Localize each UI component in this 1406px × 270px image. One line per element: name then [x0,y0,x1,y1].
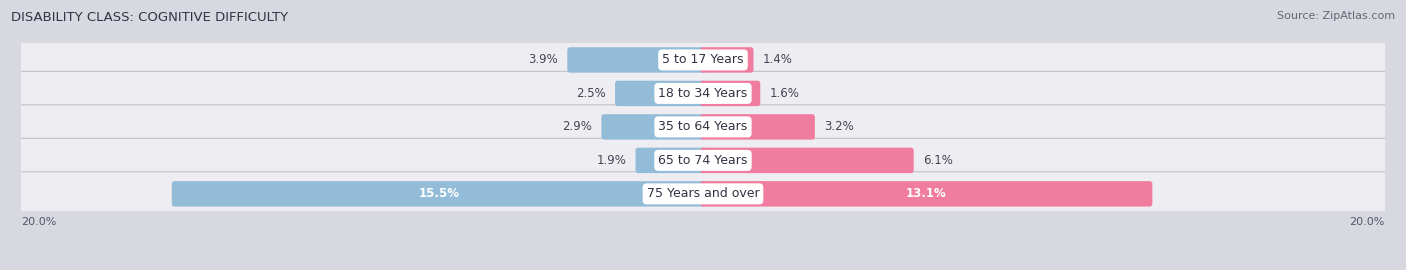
Text: 1.4%: 1.4% [762,53,793,66]
FancyBboxPatch shape [700,181,1153,207]
Text: 1.9%: 1.9% [596,154,626,167]
Text: 1.6%: 1.6% [769,87,800,100]
Text: 35 to 64 Years: 35 to 64 Years [658,120,748,133]
FancyBboxPatch shape [13,38,1393,82]
FancyBboxPatch shape [13,71,1393,116]
Text: 2.5%: 2.5% [576,87,606,100]
Text: DISABILITY CLASS: COGNITIVE DIFFICULTY: DISABILITY CLASS: COGNITIVE DIFFICULTY [11,11,288,24]
FancyBboxPatch shape [700,81,761,106]
FancyBboxPatch shape [700,148,914,173]
FancyBboxPatch shape [614,81,706,106]
FancyBboxPatch shape [602,114,706,140]
FancyBboxPatch shape [700,47,754,73]
Text: 3.2%: 3.2% [824,120,853,133]
Text: 15.5%: 15.5% [418,187,460,200]
FancyBboxPatch shape [13,138,1393,183]
Text: 6.1%: 6.1% [922,154,953,167]
Text: Source: ZipAtlas.com: Source: ZipAtlas.com [1277,11,1395,21]
FancyBboxPatch shape [13,172,1393,216]
Text: 65 to 74 Years: 65 to 74 Years [658,154,748,167]
Text: 2.9%: 2.9% [562,120,592,133]
Text: 3.9%: 3.9% [529,53,558,66]
FancyBboxPatch shape [567,47,706,73]
Text: 75 Years and over: 75 Years and over [647,187,759,200]
Text: 13.1%: 13.1% [905,187,946,200]
Text: 18 to 34 Years: 18 to 34 Years [658,87,748,100]
FancyBboxPatch shape [13,105,1393,149]
Text: 5 to 17 Years: 5 to 17 Years [662,53,744,66]
Text: 20.0%: 20.0% [21,217,56,227]
FancyBboxPatch shape [700,114,815,140]
Text: 20.0%: 20.0% [1350,217,1385,227]
FancyBboxPatch shape [172,181,706,207]
Legend: Male, Female: Male, Female [640,269,766,270]
FancyBboxPatch shape [636,148,706,173]
